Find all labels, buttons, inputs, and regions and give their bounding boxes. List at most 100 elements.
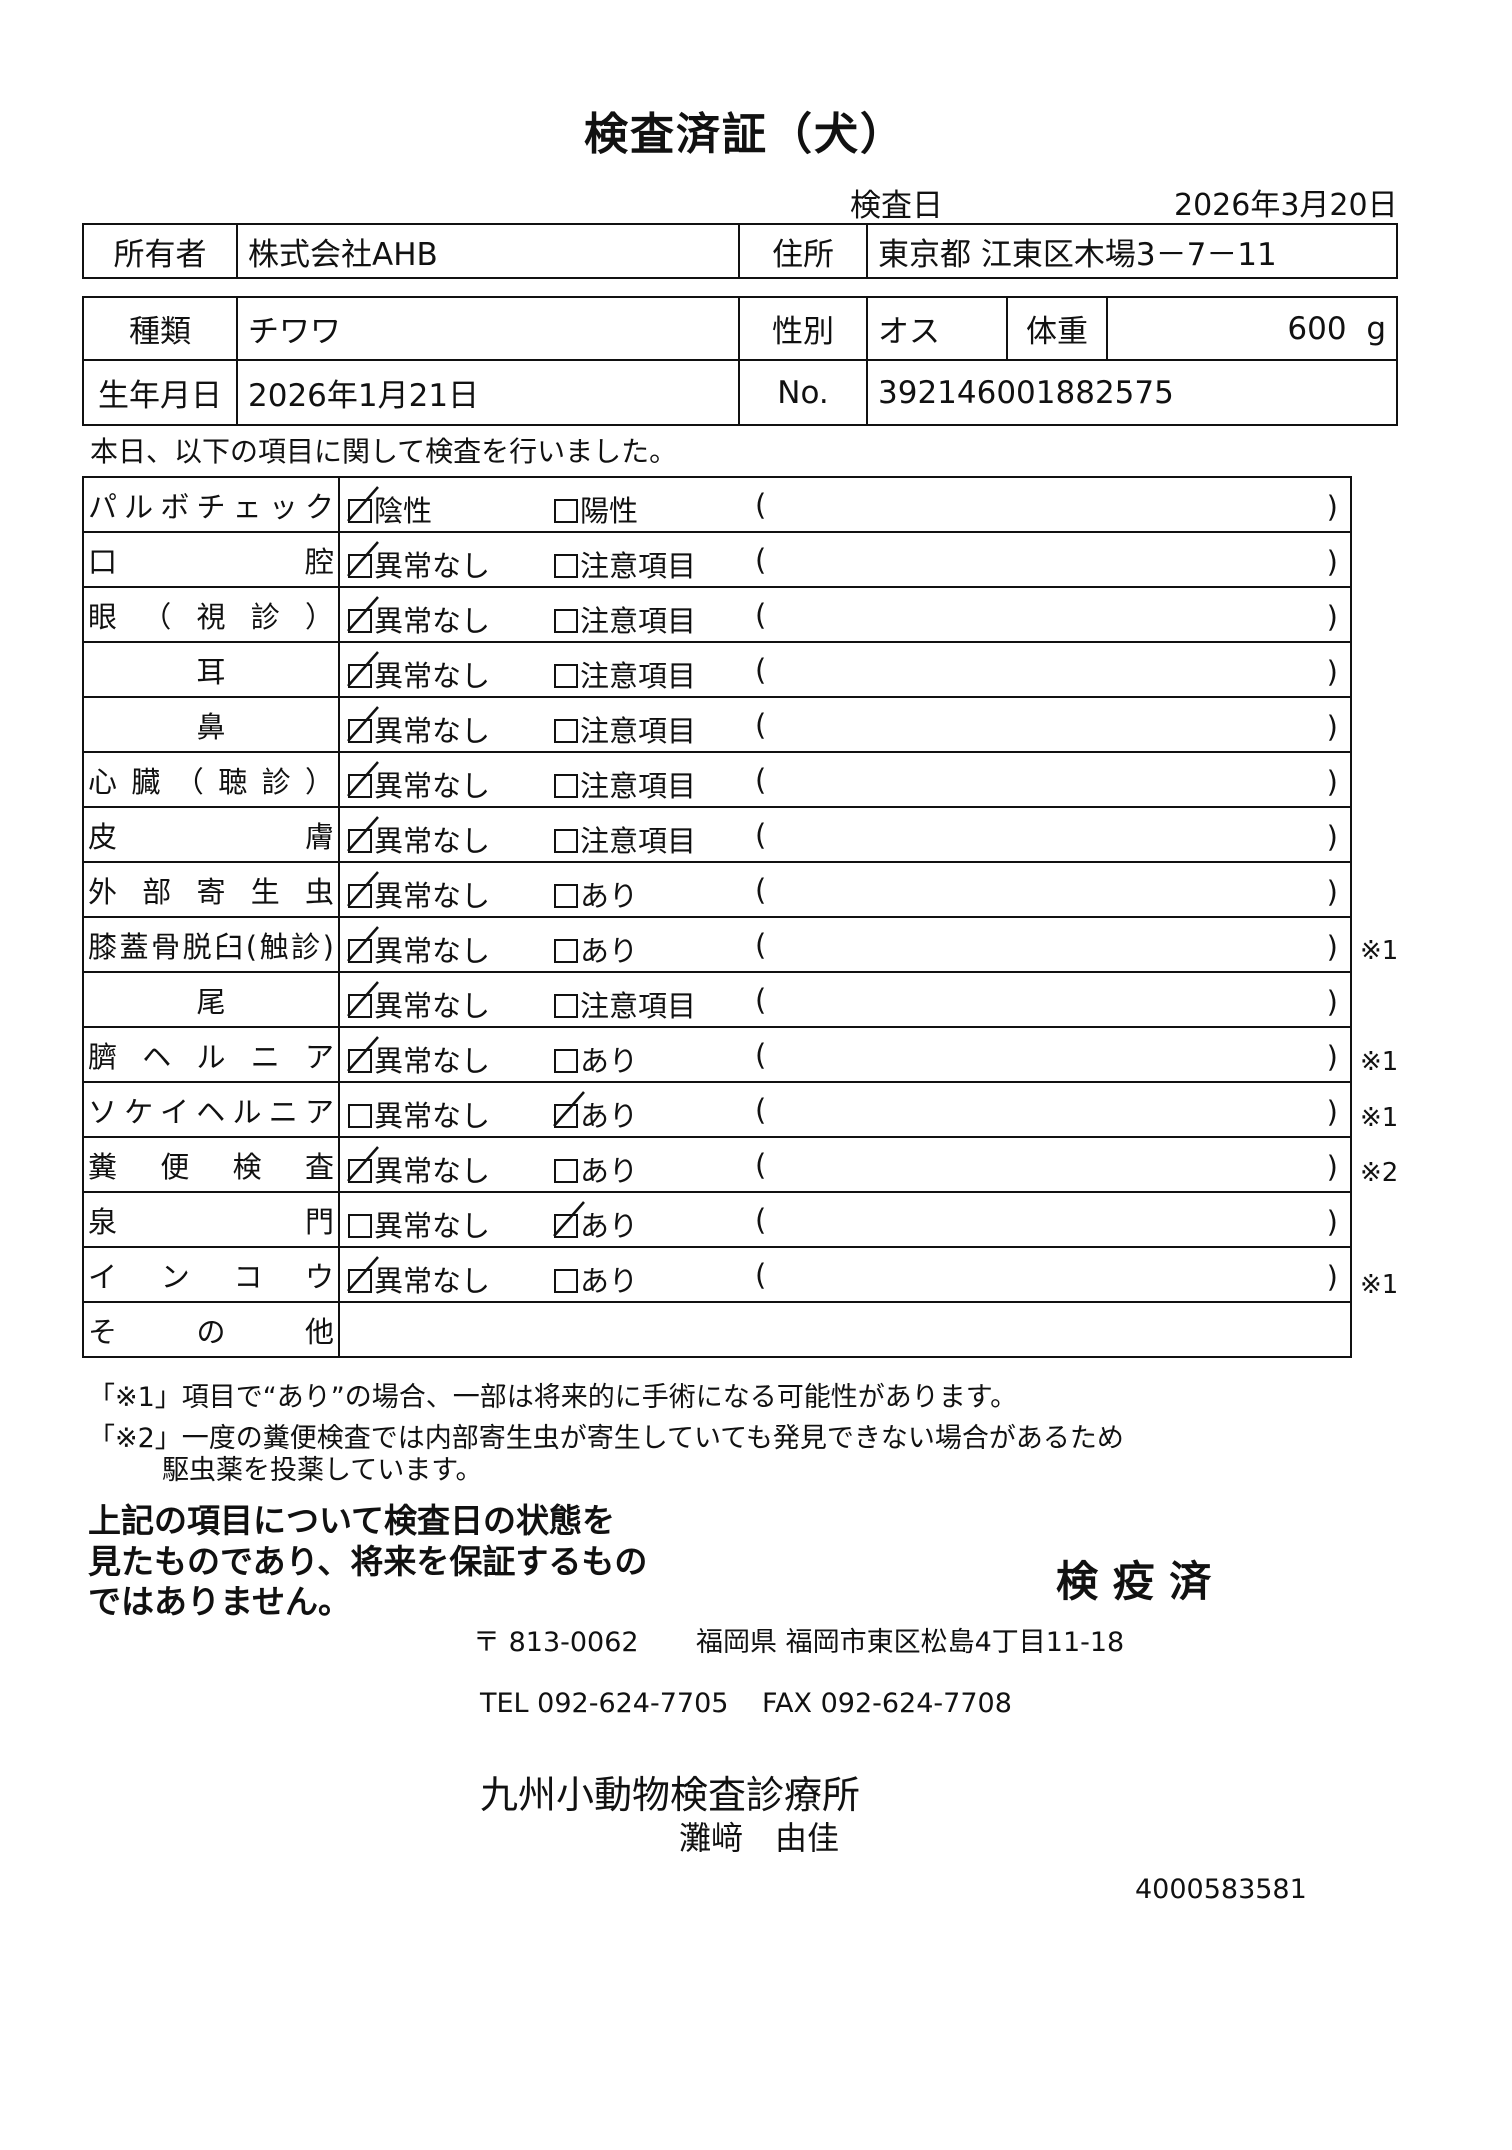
row-label: 糞便検査 xyxy=(82,1136,340,1193)
paren-open: ( xyxy=(755,488,767,522)
checkbox[interactable] xyxy=(554,719,578,743)
paren-close: ) xyxy=(1326,490,1338,524)
checkbox[interactable] xyxy=(554,1159,578,1183)
checked-checkbox[interactable] xyxy=(347,596,379,633)
option-2-label: あり xyxy=(580,1044,639,1078)
option-1-label: 陰性 xyxy=(374,494,433,528)
checked-checkbox[interactable] xyxy=(347,651,379,688)
inspection-row: 膝蓋骨脱臼(触診) 異常なし あり () xyxy=(82,916,1352,973)
option-1[interactable]: 異常なし xyxy=(347,1146,490,1190)
inspection-row: 臍ヘルニア 異常なし あり () xyxy=(82,1026,1352,1083)
disclaimer-line-1: 上記の項目について検査日の状態を xyxy=(88,1501,616,1540)
checked-checkbox[interactable] xyxy=(347,486,379,523)
checked-checkbox[interactable] xyxy=(347,541,379,578)
checkbox[interactable] xyxy=(554,994,578,1018)
checked-checkbox[interactable] xyxy=(347,1036,379,1073)
checkbox[interactable] xyxy=(348,1104,372,1128)
option-1[interactable]: 異常なし xyxy=(347,981,490,1025)
option-2-label: あり xyxy=(580,1209,639,1243)
exam-date: 2026年3月20日 xyxy=(1174,188,1398,223)
paren-open: ( xyxy=(755,543,767,577)
option-1[interactable]: 異常なし xyxy=(347,926,490,970)
paren-open: ( xyxy=(755,598,767,632)
paren-open: ( xyxy=(755,763,767,797)
option-1[interactable]: 異常なし xyxy=(347,816,491,860)
option-1[interactable]: 異常なし xyxy=(347,1256,490,1300)
paren-open: ( xyxy=(755,1258,767,1292)
checkbox[interactable] xyxy=(554,1049,578,1073)
option-2[interactable]: 注意項目 xyxy=(554,598,696,640)
option-2[interactable]: 注意項目 xyxy=(554,763,696,805)
option-2[interactable]: 注意項目 xyxy=(554,818,696,860)
option-1[interactable]: 異常なし xyxy=(348,1203,490,1245)
checkbox[interactable] xyxy=(554,664,578,688)
option-1[interactable]: 異常なし xyxy=(347,871,490,915)
option-1[interactable]: 異常なし xyxy=(347,596,490,640)
checkbox[interactable] xyxy=(554,499,578,523)
paren-close: ) xyxy=(1326,1095,1338,1129)
row-label: 膝蓋骨脱臼(触診) xyxy=(82,916,340,973)
other-field[interactable] xyxy=(338,1301,1352,1358)
option-2[interactable]: 注意項目 xyxy=(554,708,696,750)
checkbox[interactable] xyxy=(554,774,578,798)
checkbox[interactable] xyxy=(554,939,578,963)
row-options: 異常なし 注意項目 () xyxy=(338,641,1352,698)
option-2[interactable]: 注意項目 xyxy=(554,653,696,695)
checkbox[interactable] xyxy=(348,1214,372,1238)
checked-checkbox[interactable] xyxy=(347,816,379,853)
inspection-row: 鼻異常なし 注意項目 () xyxy=(82,696,1352,753)
birth-label: 生年月日 xyxy=(82,359,238,426)
option-1[interactable]: 異常なし xyxy=(347,1036,490,1080)
footnote-2: 「※2」一度の糞便検査では内部寄生虫が寄生していても発見できない場合があるため xyxy=(88,1423,1124,1454)
option-2-label: 注意項目 xyxy=(580,549,697,583)
checked-checkbox[interactable] xyxy=(347,1256,379,1293)
option-2[interactable]: あり xyxy=(554,1258,638,1300)
owner-value: 株式会社AHB xyxy=(236,223,740,279)
row-options: 陰性 陽性 () xyxy=(338,476,1352,533)
disclaimer-line-3: ではありません。 xyxy=(88,1582,352,1621)
option-2[interactable]: 陽性 xyxy=(554,488,638,530)
disclaimer-line-2: 見たものであり、将来を保証するもの xyxy=(88,1542,648,1581)
option-1[interactable]: 異常なし xyxy=(348,1093,490,1135)
option-2[interactable]: あり xyxy=(553,1201,639,1245)
option-2[interactable]: あり xyxy=(553,1091,638,1135)
option-2[interactable]: 注意項目 xyxy=(554,983,696,1025)
inspection-row: 皮膚 異常なし 注意項目 () xyxy=(82,806,1352,863)
option-1-label: 異常なし xyxy=(374,549,491,583)
checked-checkbox[interactable] xyxy=(347,981,379,1018)
footnote-mark: ※1 xyxy=(1360,1269,1399,1300)
option-2[interactable]: あり xyxy=(554,873,638,915)
option-1[interactable]: 異常なし xyxy=(347,541,491,585)
checkbox[interactable] xyxy=(554,609,578,633)
clinic-fax: FAX 092-624-7708 xyxy=(762,1688,1012,1719)
checkbox[interactable] xyxy=(554,554,578,578)
checked-checkbox[interactable] xyxy=(347,1146,379,1183)
option-1[interactable]: 陰性 xyxy=(347,486,433,530)
row-label: 鼻 xyxy=(82,696,340,753)
breed-label: 種類 xyxy=(82,296,238,361)
checked-checkbox[interactable] xyxy=(553,1091,585,1128)
option-1[interactable]: 異常なし xyxy=(347,651,490,695)
intro-text: 本日、以下の項目に関して検査を行いました。 xyxy=(90,435,678,468)
checked-checkbox[interactable] xyxy=(347,761,379,798)
option-2[interactable]: あり xyxy=(554,1038,638,1080)
clinic-address: 福岡県 福岡市東区松島4丁目11-18 xyxy=(696,1627,1125,1658)
option-2[interactable]: あり xyxy=(554,1148,638,1190)
checked-checkbox[interactable] xyxy=(347,871,379,908)
option-1-label: 異常なし xyxy=(374,824,491,858)
option-1[interactable]: 異常なし xyxy=(347,706,490,750)
option-1[interactable]: 異常なし xyxy=(347,761,490,805)
checked-checkbox[interactable] xyxy=(553,1201,585,1238)
owner-table: 所有者 株式会社AHB 住所 東京都 江東区木場3－7－11 xyxy=(82,223,1398,279)
checkbox[interactable] xyxy=(554,884,578,908)
row-label: 口腔 xyxy=(82,531,340,588)
checkbox[interactable] xyxy=(554,829,578,853)
option-2[interactable]: あり xyxy=(554,928,638,970)
option-2[interactable]: 注意項目 xyxy=(554,543,696,585)
checked-checkbox[interactable] xyxy=(347,706,379,743)
paren-close: ) xyxy=(1326,985,1338,1019)
option-2-label: 注意項目 xyxy=(580,659,697,693)
option-2-label: 陽性 xyxy=(580,494,639,528)
checked-checkbox[interactable] xyxy=(347,926,379,963)
checkbox[interactable] xyxy=(554,1269,578,1293)
